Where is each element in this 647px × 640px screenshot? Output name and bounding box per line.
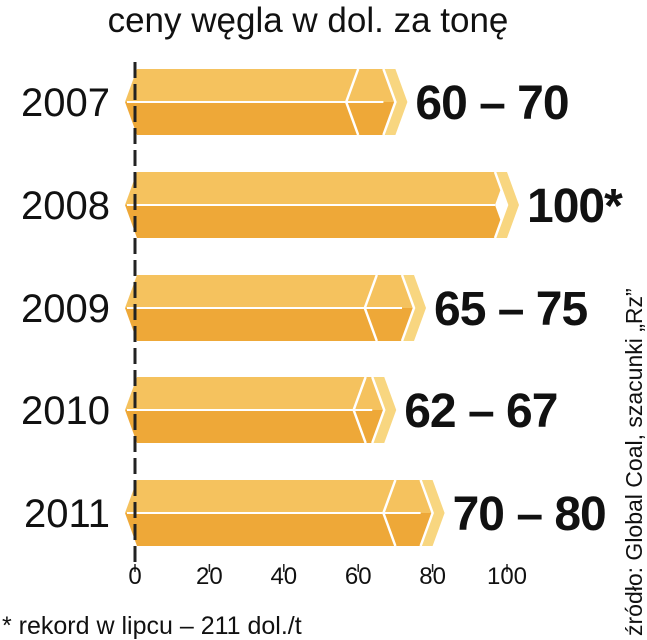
bars-layer (125, 68, 519, 547)
bar-bottom-face (125, 410, 366, 443)
bar-2011 (125, 479, 445, 547)
bar-2010 (125, 376, 397, 444)
footnote: * rekord w lipcu – 211 dol./t (2, 612, 302, 640)
bar-end-edge (400, 274, 416, 342)
bar-bottom-face (125, 205, 507, 238)
x-axis: 0 20 40 60 80 100 (128, 62, 527, 590)
value-label: 62 – 67 (404, 385, 557, 438)
range-bottom-face (346, 102, 396, 135)
bar-bottom-face (125, 102, 359, 135)
data-labels: 2007 60 – 70 2008 100* 2009 65 – 75 2010 62 – 6… (21, 77, 624, 541)
bar-end-edge (382, 68, 397, 136)
range-top-face (364, 275, 414, 308)
bar-bottom-face (125, 308, 377, 341)
source-note: źródło: Global Coal, szacunki „Rz” (621, 288, 647, 636)
category-label: 2009 (21, 287, 110, 331)
category-label: 2011 (24, 492, 110, 536)
chart-title: ceny węgla w dol. za tonę (108, 1, 509, 40)
value-label: 70 – 80 (453, 488, 606, 541)
bar-top-face (125, 69, 359, 102)
value-label: 60 – 70 (415, 77, 568, 130)
bar-top-face (125, 275, 377, 308)
range-bottom-face (364, 308, 414, 341)
range-bottom-face (353, 410, 385, 443)
x-tick-label: 40 (270, 563, 297, 590)
x-tick-label: 100 (487, 563, 527, 590)
x-tick-label: 20 (196, 563, 223, 590)
bar-2007 (125, 68, 408, 136)
value-label: 65 – 75 (434, 283, 587, 336)
x-tick-label: 80 (419, 563, 446, 590)
bar-end-edge (493, 171, 509, 239)
value-label: 100* (527, 180, 623, 233)
bar-2009 (125, 274, 426, 342)
range-bottom-face (383, 513, 433, 546)
bar-top-face (125, 377, 366, 410)
range-top-face (353, 377, 385, 410)
category-label: 2008 (21, 184, 110, 228)
bar-end-edge (371, 376, 386, 444)
bar-top-face (125, 172, 507, 205)
bar-top-face (125, 480, 396, 513)
x-tick-label: 60 (345, 563, 372, 590)
bar-end-edge (419, 479, 434, 547)
x-tick-label: 0 (128, 563, 141, 590)
category-label: 2007 (21, 81, 110, 125)
category-label: 2010 (21, 389, 110, 433)
range-top-face (383, 480, 433, 513)
range-top-face (346, 69, 396, 102)
bar-bottom-face (125, 513, 396, 546)
bar-2008 (125, 171, 519, 239)
